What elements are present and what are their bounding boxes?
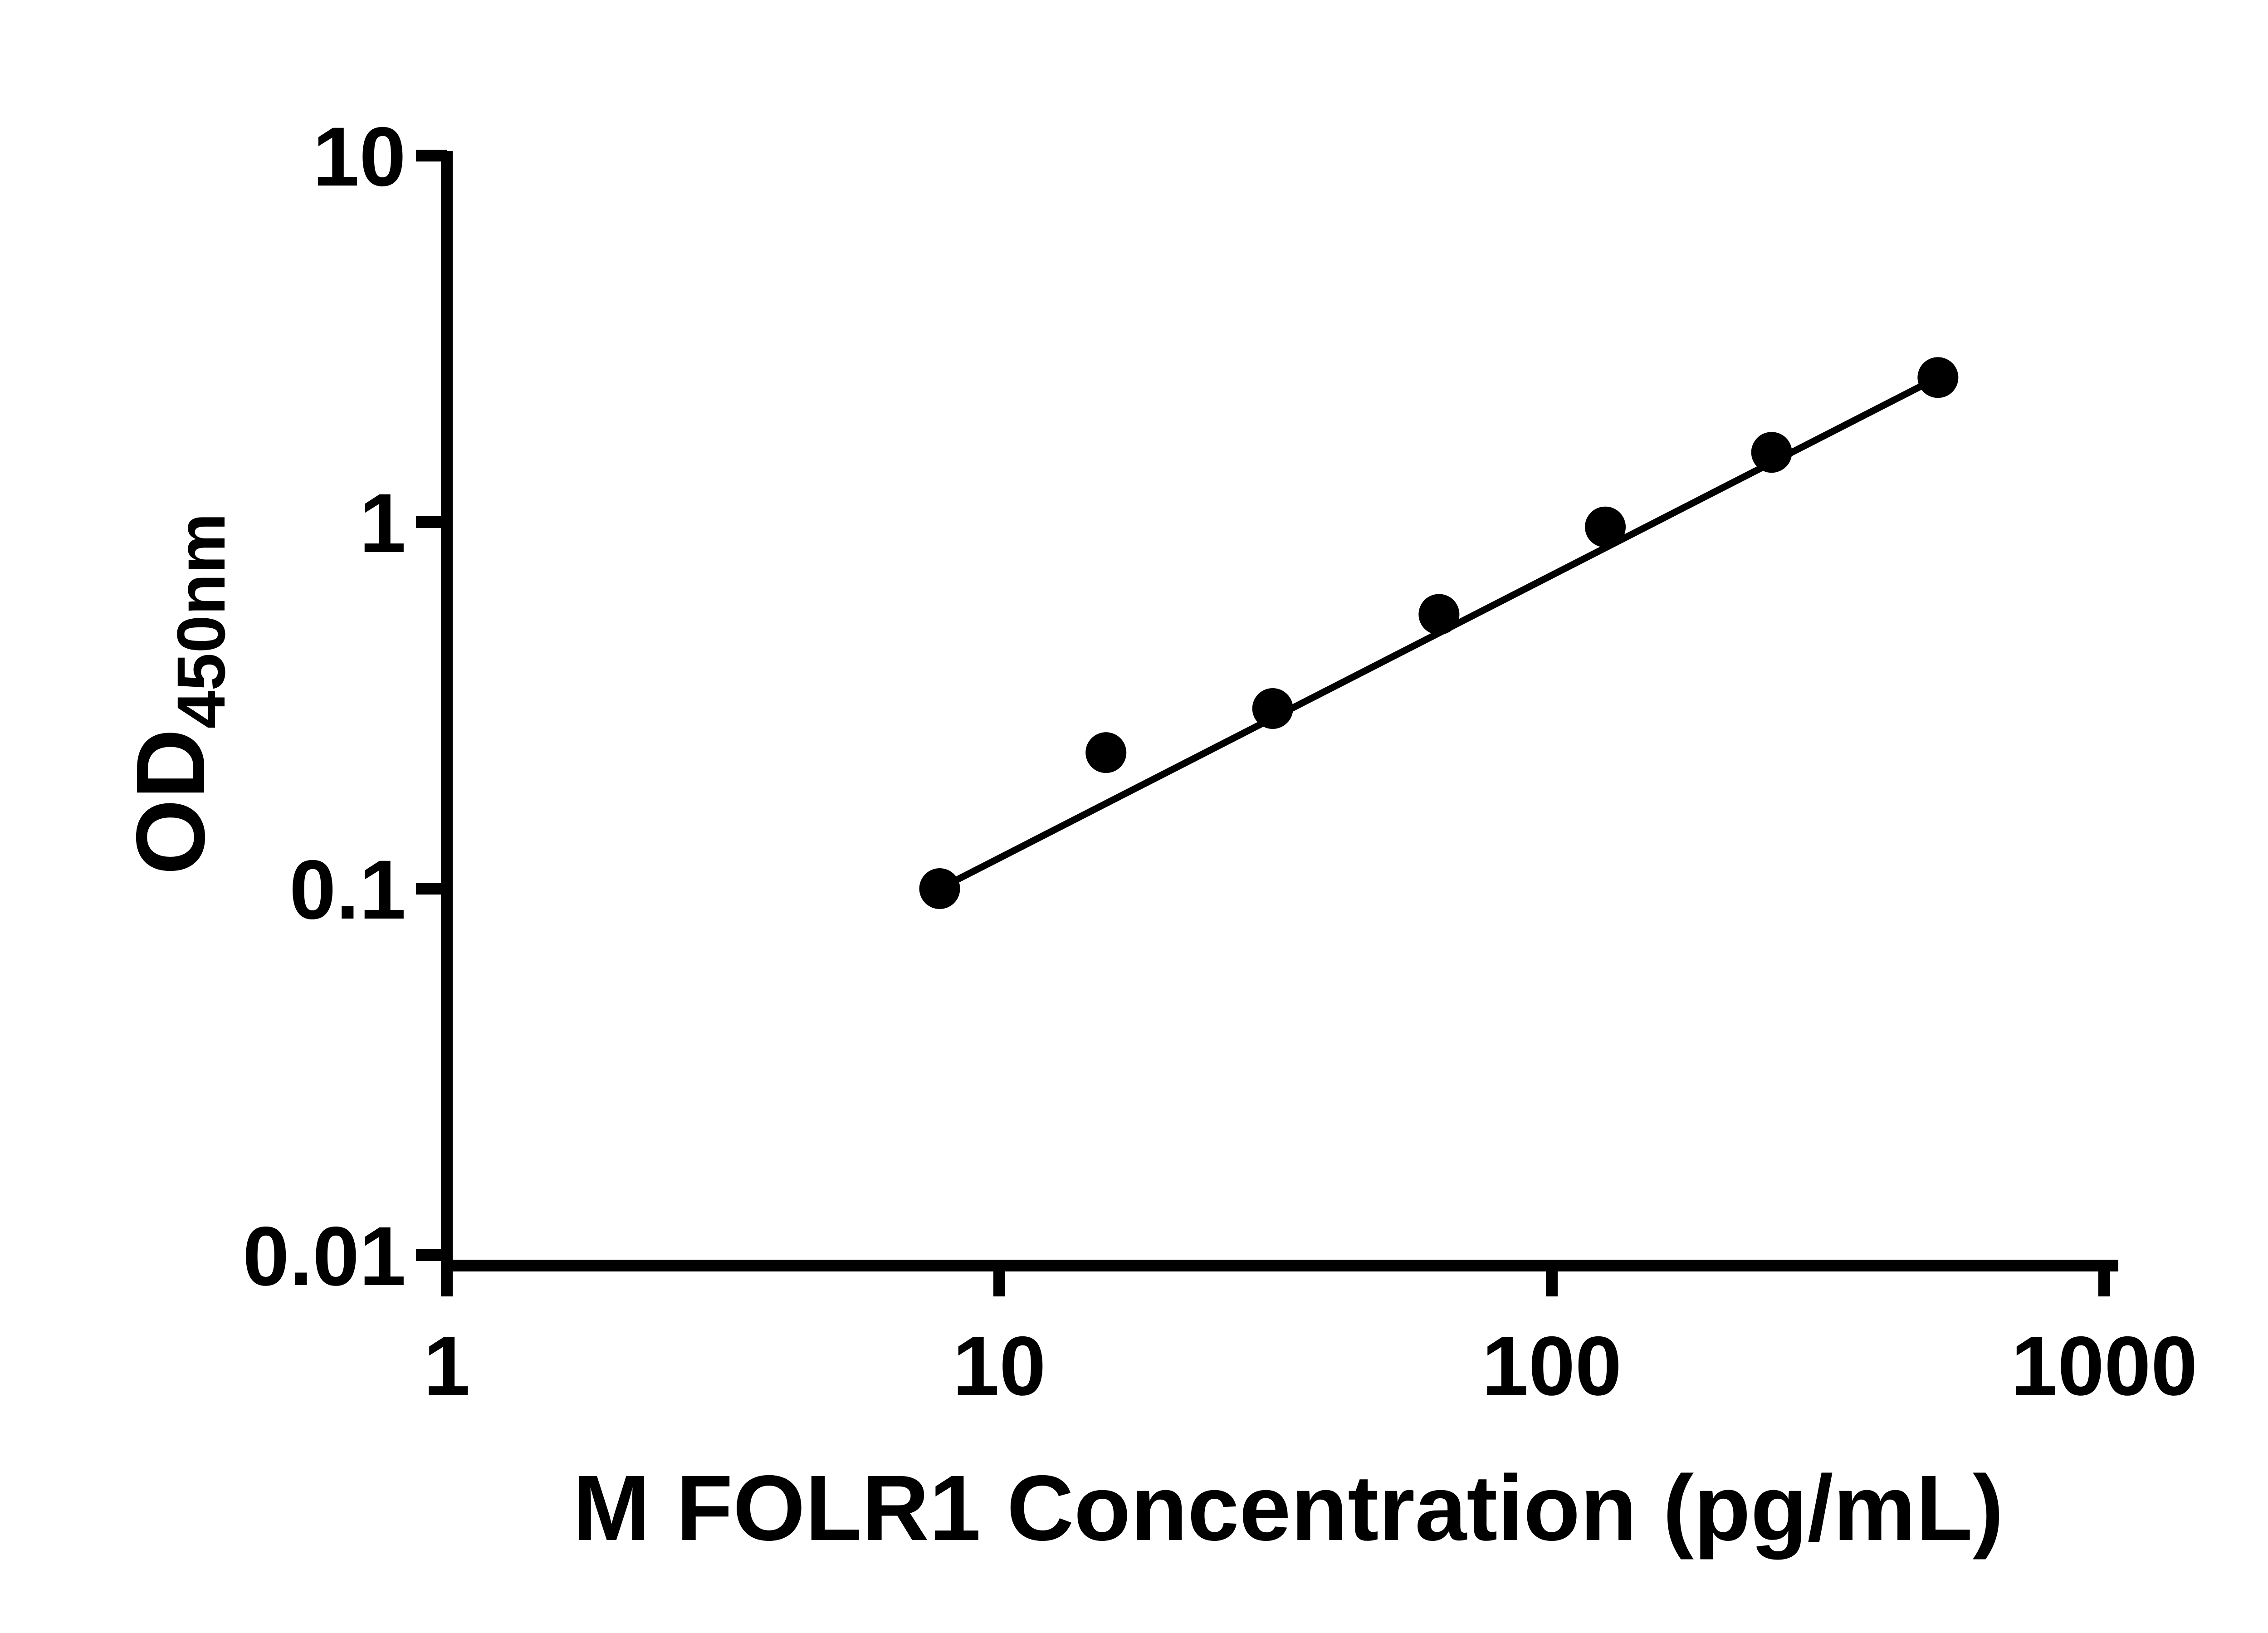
x-axis-tick-label: 10 <box>953 1320 1046 1413</box>
x-axis-tick-label: 1000 <box>2011 1320 2198 1413</box>
axes-layer <box>441 151 2118 1271</box>
data-point <box>1917 357 1959 398</box>
data-point <box>1252 688 1293 729</box>
y-axis-title: OD450nm <box>116 513 239 875</box>
data-point <box>1418 594 1460 635</box>
data-layer <box>919 357 1959 909</box>
x-axis-title: M FOLR1 Concentration (pg/mL) <box>573 1456 2004 1560</box>
ticks-layer: 1 10 100 1000 0.01 0.1 1 10 <box>243 110 2198 1413</box>
y-axis-tick-label: 0.01 <box>243 1210 406 1303</box>
x-axis-tick-label: 100 <box>1482 1320 1622 1413</box>
y-axis-title-sub: 450nm <box>163 513 239 728</box>
data-point <box>1751 432 1792 473</box>
y-axis-title-main: OD <box>116 728 225 875</box>
x-axis-tick-label: 1 <box>424 1320 470 1413</box>
data-point <box>1585 506 1626 548</box>
y-axis-tick-label: 0.1 <box>289 843 406 937</box>
data-point <box>1085 732 1127 773</box>
y-axis-tick-label: 10 <box>313 110 406 204</box>
data-point <box>919 868 960 909</box>
y-axis-tick-label: 1 <box>359 477 406 570</box>
